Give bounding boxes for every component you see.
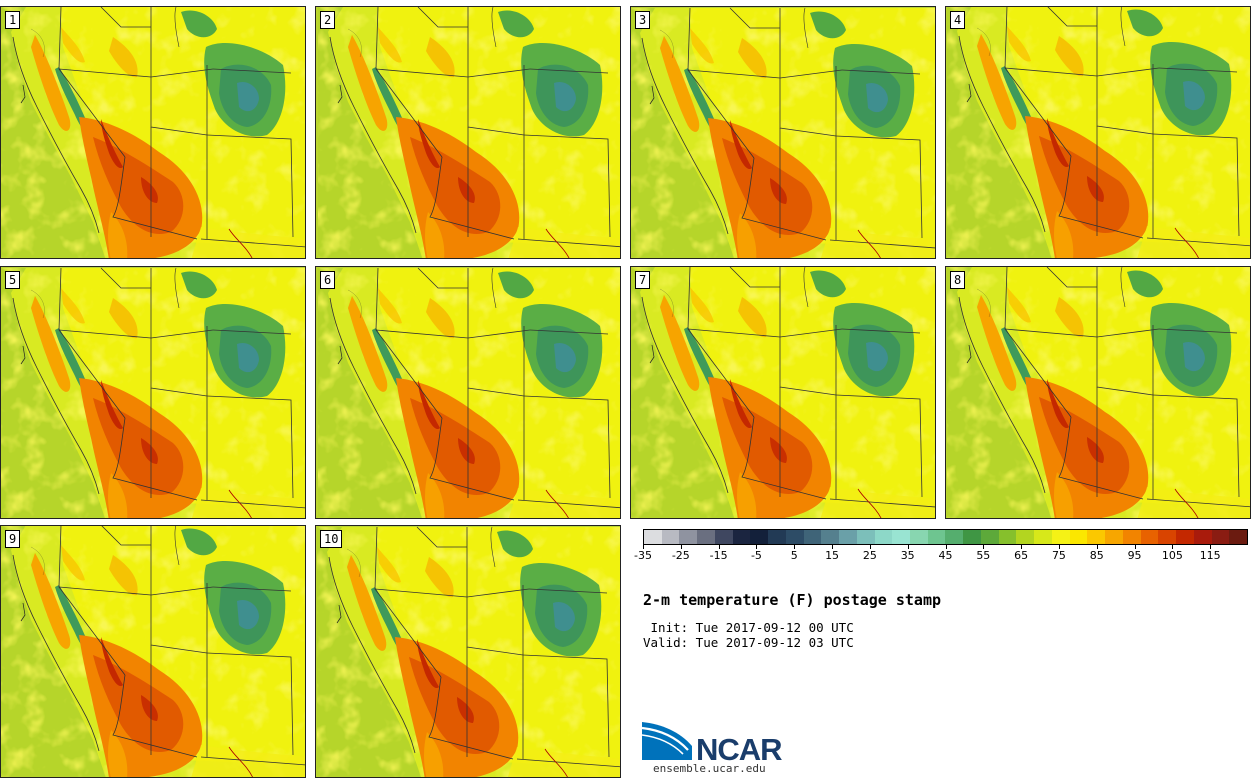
colorbar-swatch-1 xyxy=(661,530,680,544)
colorbar-tick-label: 65 xyxy=(1014,549,1029,562)
colorbar-tick xyxy=(643,545,644,549)
colorbar-swatch-4 xyxy=(714,530,733,544)
colorbar-tick xyxy=(1210,545,1212,549)
ensemble-member-10-map: 10 xyxy=(315,525,621,778)
colorbar-swatch-30 xyxy=(1176,530,1194,544)
ensemble-member-9-map: 9 xyxy=(0,525,306,778)
ensemble-member-2-map: 2 xyxy=(315,6,621,259)
colorbar-tick-label: 105 xyxy=(1161,549,1183,562)
colorbar-swatch-9 xyxy=(803,530,822,544)
member-number-label: 8 xyxy=(950,271,966,289)
member-number-label: 2 xyxy=(320,11,336,29)
valid-time: Valid: Tue 2017-09-12 03 UTC xyxy=(643,635,854,650)
colorbar-tick xyxy=(1021,545,1023,549)
colorbar-swatch-13 xyxy=(874,530,893,544)
colorbar-tick xyxy=(680,545,682,549)
colorbar-swatch-7 xyxy=(768,530,786,544)
colorbar-swatch-2 xyxy=(679,530,698,544)
member-number-label: 4 xyxy=(950,11,966,29)
member-number-label: 7 xyxy=(635,271,651,289)
member-number-label: 5 xyxy=(5,271,21,289)
colorbar-swatch-10 xyxy=(821,530,840,544)
colorbar-swatch-21 xyxy=(1016,530,1035,544)
ensemble-member-4-map: 4 xyxy=(945,6,1251,259)
colorbar-swatch-6 xyxy=(750,530,769,544)
colorbar-tick-label: 15 xyxy=(825,549,840,562)
colorbar-tick-label: 95 xyxy=(1127,549,1142,562)
colorbar-swatch-14 xyxy=(892,530,911,544)
colorbar-tick xyxy=(1096,545,1098,549)
colorbar-swatch-18 xyxy=(963,530,981,544)
colorbar-tick xyxy=(983,545,985,549)
init-time: Init: Tue 2017-09-12 00 UTC xyxy=(643,620,854,635)
colorbar-swatch-20 xyxy=(998,530,1017,544)
colorbar-tick-label: -5 xyxy=(750,549,762,562)
member-number-label: 1 xyxy=(5,11,21,29)
colorbar-swatch-32 xyxy=(1211,530,1230,544)
member-number-label: 9 xyxy=(5,530,21,548)
member-number-label: 10 xyxy=(320,530,343,548)
colorbar-swatch-29 xyxy=(1158,530,1177,544)
ncar-swoosh-icon xyxy=(642,722,692,760)
colorbar-swatch-0 xyxy=(644,530,662,544)
ensemble-member-6-map: 6 xyxy=(315,266,621,519)
colorbar-tick xyxy=(1058,545,1060,549)
colorbar-tick-label: 75 xyxy=(1051,549,1066,562)
colorbar-tick xyxy=(718,545,720,549)
colorbar-tick xyxy=(1134,545,1136,549)
ensemble-member-5-map: 5 xyxy=(0,266,306,519)
colorbar-tick-label: -25 xyxy=(671,549,690,562)
member-number-label: 6 xyxy=(320,271,336,289)
colorbar-tick-label: 45 xyxy=(938,549,953,562)
figure-title: 2-m temperature (F) postage stamp xyxy=(643,591,942,609)
colorbar-swatch-22 xyxy=(1034,530,1052,544)
colorbar-swatch-25 xyxy=(1087,530,1106,544)
colorbar-tick-label: 55 xyxy=(976,549,991,562)
colorbar-tick-labels: -35 -25 -15 -5 5 15 25 35 45 55 65 75 85 95 105 115 xyxy=(634,545,1248,562)
colorbar-swatch-16 xyxy=(927,530,946,544)
colorbar-swatch-5 xyxy=(732,530,751,544)
colorbar-tick xyxy=(756,545,758,549)
colorbar-tick xyxy=(945,545,947,549)
colorbar-swatch-3 xyxy=(697,530,715,544)
colorbar-swatch-23 xyxy=(1051,530,1070,544)
colorbar-tick-label: 25 xyxy=(862,549,877,562)
member-number-label: 3 xyxy=(635,11,651,29)
colorbar-swatch-31 xyxy=(1193,530,1212,544)
ensemble-member-1-map: 1 xyxy=(0,6,306,259)
colorbar-tick-label: 85 xyxy=(1089,549,1104,562)
colorbar-swatch-33 xyxy=(1229,530,1247,544)
temperature-colorbar xyxy=(643,529,1248,545)
colorbar-swatch-8 xyxy=(785,530,804,544)
colorbar-tick-label: 5 xyxy=(790,549,798,562)
colorbar-swatch-24 xyxy=(1069,530,1088,544)
colorbar-swatch-19 xyxy=(980,530,999,544)
colorbar-tick xyxy=(869,545,871,549)
ensemble-member-8-map: 8 xyxy=(945,266,1251,519)
ncar-logo: NCAR xyxy=(642,722,783,764)
colorbar-tick-label: -35 xyxy=(634,549,652,562)
colorbar-swatch-15 xyxy=(910,530,928,544)
colorbar-tick-label: -15 xyxy=(709,549,728,562)
colorbar-swatch-12 xyxy=(856,530,875,544)
colorbar-swatch-17 xyxy=(945,530,964,544)
colorbar-tick xyxy=(1172,545,1174,549)
colorbar-tick xyxy=(794,545,796,549)
ensemble-member-3-map: 3 xyxy=(630,6,936,259)
colorbar-swatch-26 xyxy=(1105,530,1123,544)
colorbar-swatch-28 xyxy=(1140,530,1159,544)
colorbar-swatch-27 xyxy=(1122,530,1141,544)
colorbar-tick-label: 35 xyxy=(900,549,915,562)
colorbar-swatch-11 xyxy=(839,530,857,544)
ensemble-member-7-map: 7 xyxy=(630,266,936,519)
ncar-wordmark: NCAR xyxy=(696,732,782,764)
colorbar-tick-label: 115 xyxy=(1199,549,1221,562)
colorbar-tick xyxy=(907,545,909,549)
logo-url-text: ensemble.ucar.edu xyxy=(653,762,766,775)
colorbar-tick xyxy=(832,545,834,549)
